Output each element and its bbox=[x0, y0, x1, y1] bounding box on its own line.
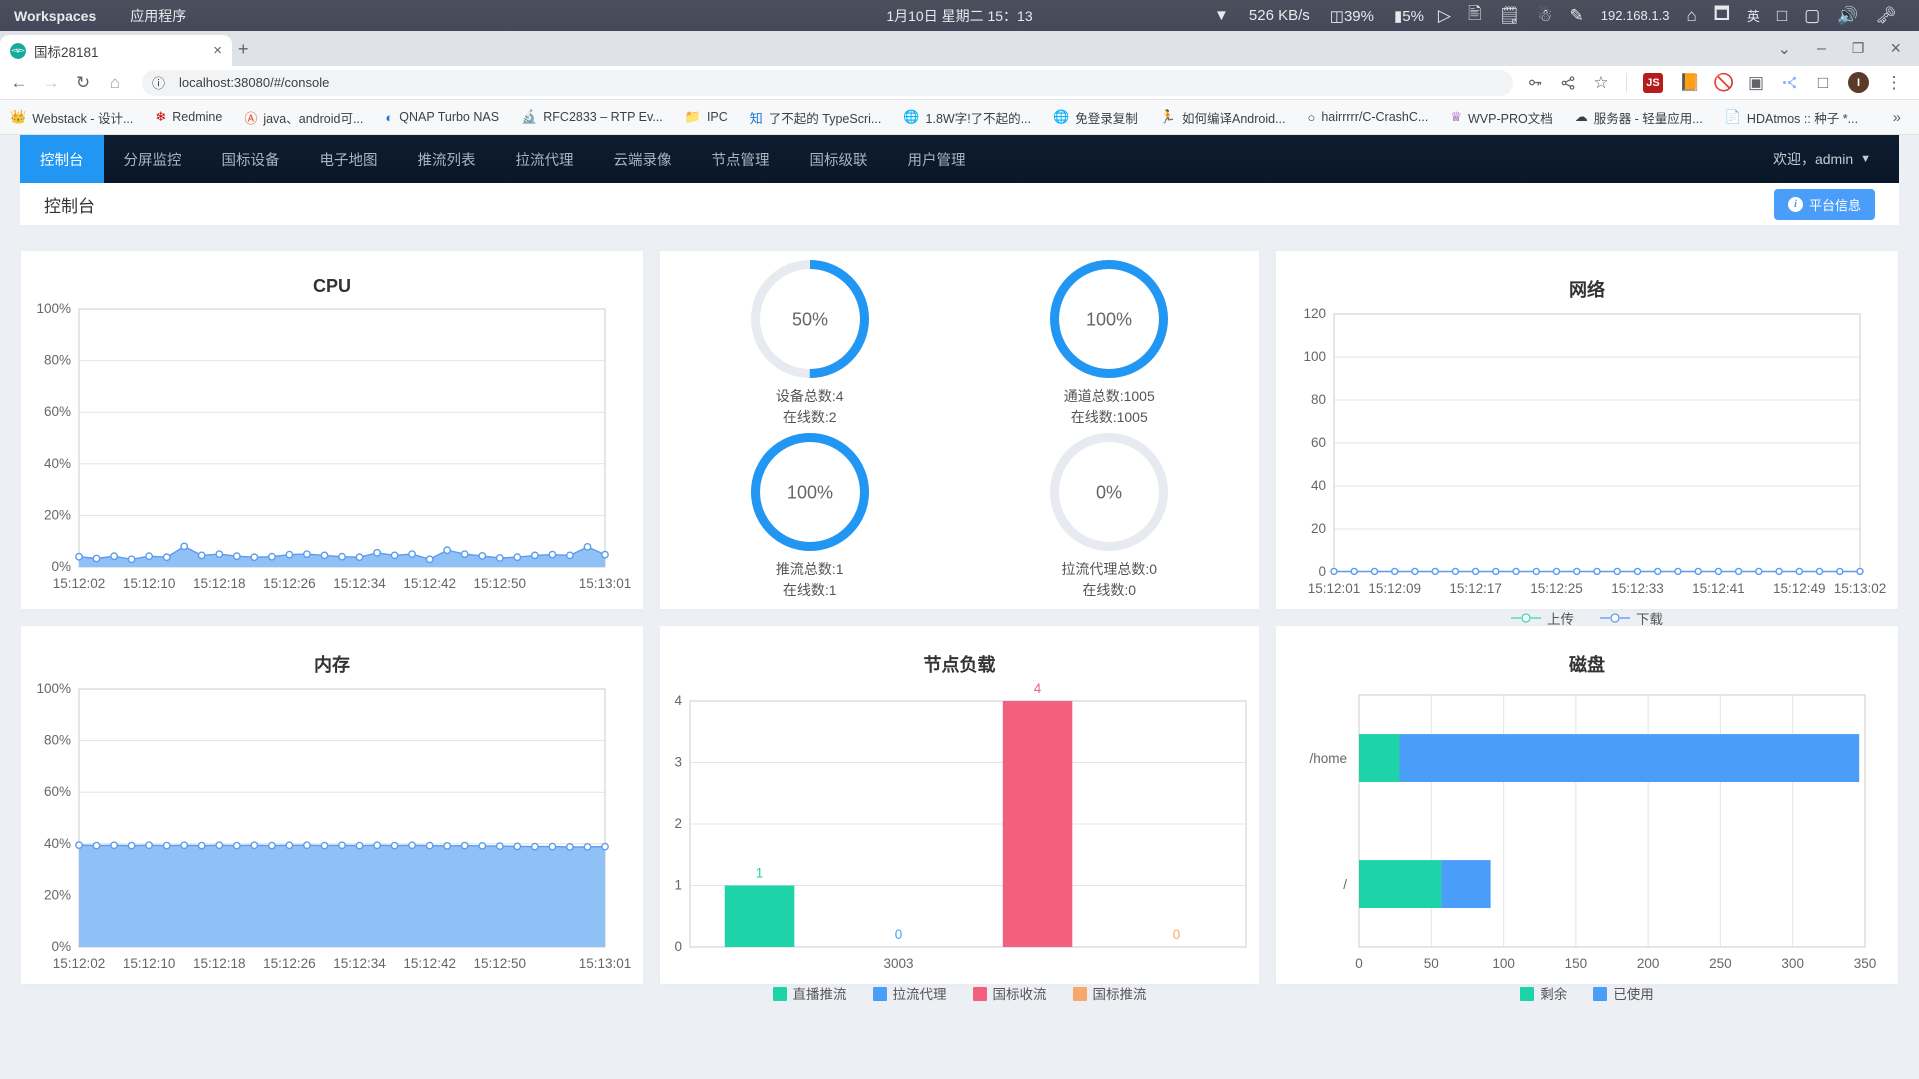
svg-text:0%: 0% bbox=[51, 559, 71, 574]
svg-text:15:12:34: 15:12:34 bbox=[333, 576, 386, 591]
svg-text:15:12:10: 15:12:10 bbox=[123, 576, 176, 591]
svg-text:15:12:49: 15:12:49 bbox=[1773, 581, 1826, 596]
svg-text:15:12:50: 15:12:50 bbox=[474, 956, 527, 971]
svg-text:50%: 50% bbox=[792, 309, 828, 329]
svg-text:15:12:02: 15:12:02 bbox=[53, 576, 106, 591]
svg-text:15:12:50: 15:12:50 bbox=[474, 576, 527, 591]
svg-text:20%: 20% bbox=[44, 887, 71, 902]
svg-text:40: 40 bbox=[1311, 478, 1326, 493]
svg-text:4: 4 bbox=[1033, 681, 1041, 696]
svg-text:15:12:42: 15:12:42 bbox=[403, 576, 456, 591]
svg-text:/home: /home bbox=[1309, 751, 1347, 766]
svg-text:100: 100 bbox=[1492, 956, 1515, 971]
svg-text:15:12:02: 15:12:02 bbox=[53, 956, 106, 971]
svg-text:40%: 40% bbox=[44, 836, 71, 851]
svg-text:15:13:01: 15:13:01 bbox=[579, 576, 632, 591]
svg-text:15:13:01: 15:13:01 bbox=[579, 956, 632, 971]
svg-text:0: 0 bbox=[1355, 956, 1363, 971]
svg-text:0: 0 bbox=[674, 939, 682, 954]
svg-text:15:12:10: 15:12:10 bbox=[123, 956, 176, 971]
svg-text:15:12:17: 15:12:17 bbox=[1449, 581, 1502, 596]
svg-text:250: 250 bbox=[1709, 956, 1732, 971]
svg-text:100%: 100% bbox=[787, 482, 833, 502]
svg-text:15:12:01: 15:12:01 bbox=[1308, 581, 1361, 596]
svg-text:60%: 60% bbox=[44, 404, 71, 419]
svg-text:1: 1 bbox=[755, 866, 763, 881]
svg-text:0: 0 bbox=[1172, 927, 1180, 942]
svg-text:20%: 20% bbox=[44, 507, 71, 522]
svg-text:0: 0 bbox=[1318, 564, 1326, 579]
svg-text:0%: 0% bbox=[1096, 482, 1122, 502]
svg-text:350: 350 bbox=[1854, 956, 1877, 971]
svg-text:80%: 80% bbox=[44, 353, 71, 368]
svg-text:40%: 40% bbox=[44, 456, 71, 471]
svg-text:60: 60 bbox=[1311, 435, 1326, 450]
svg-text:80%: 80% bbox=[44, 733, 71, 748]
svg-text:15:12:18: 15:12:18 bbox=[193, 576, 246, 591]
svg-text:0%: 0% bbox=[51, 939, 71, 954]
svg-text:120: 120 bbox=[1303, 306, 1326, 321]
svg-text:15:12:34: 15:12:34 bbox=[333, 956, 386, 971]
svg-text:3003: 3003 bbox=[883, 956, 913, 971]
svg-text:15:12:42: 15:12:42 bbox=[403, 956, 456, 971]
svg-text:15:12:26: 15:12:26 bbox=[263, 576, 316, 591]
svg-text:300: 300 bbox=[1781, 956, 1804, 971]
svg-text:0: 0 bbox=[894, 927, 902, 942]
svg-text:1: 1 bbox=[674, 878, 682, 893]
svg-text:2: 2 bbox=[674, 816, 682, 831]
svg-text:80: 80 bbox=[1311, 392, 1326, 407]
svg-text:100: 100 bbox=[1303, 349, 1326, 364]
svg-text:150: 150 bbox=[1565, 956, 1588, 971]
svg-text:15:13:02: 15:13:02 bbox=[1834, 581, 1887, 596]
svg-text:15:12:26: 15:12:26 bbox=[263, 956, 316, 971]
svg-text:4: 4 bbox=[674, 693, 682, 708]
svg-text:15:12:33: 15:12:33 bbox=[1611, 581, 1664, 596]
svg-text:15:12:25: 15:12:25 bbox=[1530, 581, 1583, 596]
svg-text:15:12:41: 15:12:41 bbox=[1692, 581, 1745, 596]
svg-text:50: 50 bbox=[1424, 956, 1439, 971]
svg-text:100%: 100% bbox=[36, 681, 71, 696]
svg-text:15:12:09: 15:12:09 bbox=[1368, 581, 1421, 596]
svg-text:100%: 100% bbox=[36, 301, 71, 316]
svg-text:/: / bbox=[1343, 877, 1347, 892]
svg-text:200: 200 bbox=[1637, 956, 1660, 971]
svg-text:20: 20 bbox=[1311, 521, 1326, 536]
svg-text:15:12:18: 15:12:18 bbox=[193, 956, 246, 971]
svg-text:100%: 100% bbox=[1086, 309, 1132, 329]
svg-text:3: 3 bbox=[674, 755, 682, 770]
svg-text:60%: 60% bbox=[44, 784, 71, 799]
